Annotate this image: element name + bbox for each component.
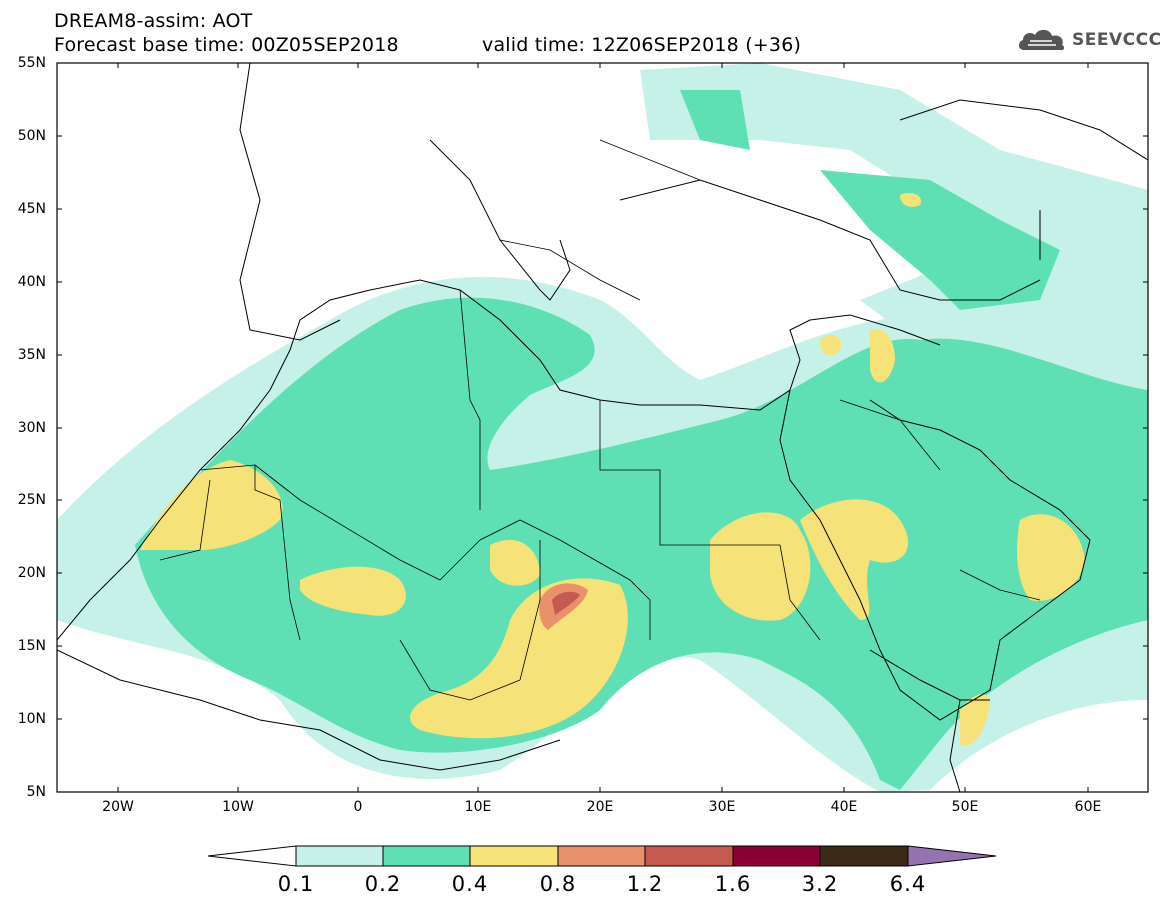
aot-contour-1.2	[552, 591, 580, 615]
lon-label: 10E	[464, 799, 492, 815]
lon-label: 60E	[1074, 799, 1102, 815]
lon-label: 30E	[708, 799, 736, 815]
lat-label: 25N	[17, 492, 46, 508]
lat-label: 55N	[17, 55, 46, 71]
colorbar-label: 1.6	[714, 872, 752, 896]
colorbar-label: 6.4	[889, 872, 927, 896]
lat-label: 40N	[17, 274, 46, 290]
logo-text: SEEVCCC	[1072, 30, 1162, 50]
lat-label: 20N	[17, 565, 46, 581]
cloud-icon	[1018, 29, 1065, 51]
lon-label: 40E	[830, 799, 858, 815]
lat-label: 30N	[17, 420, 46, 436]
lat-label: 10N	[17, 711, 46, 727]
lon-label: 20W	[102, 799, 134, 815]
lat-label: 50N	[17, 128, 46, 144]
forecast-base-time: Forecast base time: 00Z05SEP2018	[54, 34, 399, 56]
borders	[159, 139, 1041, 701]
lon-label: 20E	[586, 799, 614, 815]
colorbar-label: 1.2	[626, 872, 664, 896]
map-title: DREAM8-assim: AOT	[54, 10, 253, 32]
lon-ticks	[117, 63, 1089, 792]
colorbar-label: 0.8	[539, 872, 577, 896]
colorbar-label: 0.1	[277, 872, 315, 896]
aot-contour-0.2	[135, 90, 1148, 790]
colorbar-label: 3.2	[801, 872, 839, 896]
lon-label: 50E	[951, 799, 979, 815]
lon-label: 10W	[222, 799, 254, 815]
lon-label: 0	[353, 799, 363, 815]
seevccc-logo: SEEVCCC	[1016, 25, 1162, 55]
lat-label: 5N	[26, 784, 46, 800]
colorbar-label: 0.4	[451, 872, 489, 896]
lat-label: 45N	[17, 201, 46, 217]
coastlines	[57, 63, 1148, 792]
colorbar-label: 0.2	[364, 872, 402, 896]
lat-ticks	[57, 62, 1148, 720]
lat-label: 15N	[17, 638, 46, 654]
lat-label: 35N	[17, 347, 46, 363]
valid-time: valid time: 12Z06SEP2018 (+36)	[482, 34, 802, 56]
